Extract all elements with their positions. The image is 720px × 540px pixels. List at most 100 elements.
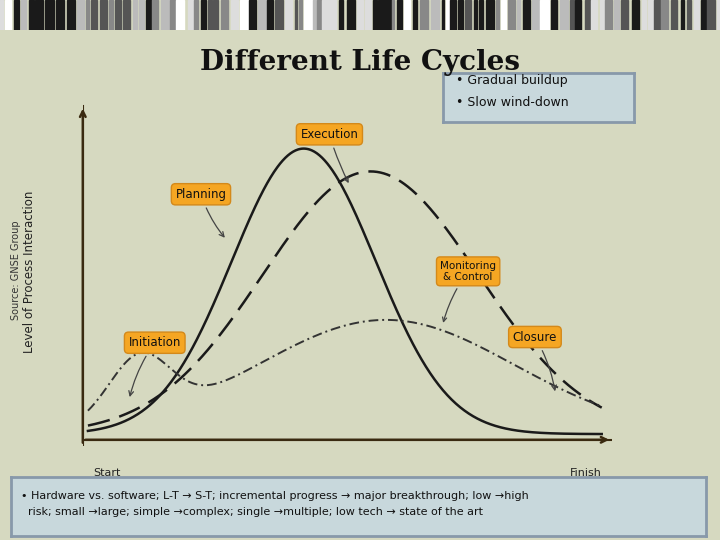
Text: Initiation: Initiation: [129, 336, 181, 396]
Bar: [458, 0, 463, 30]
Bar: [221, 0, 228, 30]
Bar: [431, 0, 439, 30]
Bar: [397, 0, 402, 30]
Text: • Gradual buildup
• Slow wind-down: • Gradual buildup • Slow wind-down: [456, 74, 569, 109]
Bar: [707, 0, 716, 30]
Bar: [91, 0, 96, 30]
Bar: [114, 0, 121, 30]
Bar: [194, 0, 198, 30]
Text: Finish: Finish: [570, 468, 601, 478]
Bar: [420, 0, 428, 30]
Bar: [649, 0, 654, 30]
Bar: [267, 0, 274, 30]
Bar: [299, 0, 302, 30]
Bar: [4, 0, 12, 30]
Bar: [523, 0, 529, 30]
Text: Level of Process Interaction: Level of Process Interaction: [23, 190, 37, 353]
Bar: [518, 0, 520, 30]
Bar: [133, 0, 137, 30]
Bar: [346, 0, 355, 30]
Bar: [560, 0, 567, 30]
Bar: [551, 0, 557, 30]
Bar: [479, 0, 483, 30]
Bar: [187, 0, 193, 30]
Bar: [508, 0, 515, 30]
Bar: [442, 0, 444, 30]
Bar: [67, 0, 75, 30]
Bar: [77, 0, 84, 30]
Text: • Hardware vs. software; L-T → S-T; incremental progress → major breakthrough; l: • Hardware vs. software; L-T → S-T; incr…: [21, 491, 529, 517]
Bar: [661, 0, 668, 30]
Bar: [631, 0, 639, 30]
Bar: [323, 0, 330, 30]
Bar: [139, 0, 143, 30]
Bar: [532, 0, 539, 30]
Bar: [339, 0, 343, 30]
Bar: [109, 0, 113, 30]
Text: Planning: Planning: [176, 188, 227, 237]
Bar: [591, 0, 598, 30]
Bar: [45, 0, 53, 30]
Bar: [474, 0, 477, 30]
Bar: [374, 0, 377, 30]
Bar: [213, 0, 218, 30]
Bar: [575, 0, 581, 30]
Bar: [570, 0, 574, 30]
Bar: [600, 0, 603, 30]
Bar: [230, 0, 238, 30]
Bar: [671, 0, 678, 30]
Bar: [285, 0, 292, 30]
Bar: [681, 0, 684, 30]
Text: Different Life Cycles: Different Life Cycles: [200, 49, 520, 76]
Bar: [387, 0, 391, 30]
Bar: [356, 0, 364, 30]
Bar: [496, 0, 500, 30]
Bar: [501, 0, 506, 30]
Bar: [695, 0, 698, 30]
Bar: [687, 0, 691, 30]
Text: TIME: TIME: [327, 481, 368, 495]
Bar: [14, 0, 19, 30]
Bar: [378, 0, 386, 30]
Bar: [0, 0, 3, 30]
Bar: [275, 0, 282, 30]
Bar: [294, 0, 297, 30]
Bar: [701, 0, 706, 30]
Bar: [161, 0, 169, 30]
Bar: [171, 0, 174, 30]
Bar: [304, 0, 312, 30]
Bar: [123, 0, 130, 30]
Text: Closure: Closure: [513, 330, 557, 390]
Bar: [56, 0, 64, 30]
Text: Start: Start: [94, 468, 121, 478]
Bar: [201, 0, 206, 30]
Bar: [21, 0, 26, 30]
Text: Execution: Execution: [300, 128, 359, 182]
Bar: [146, 0, 150, 30]
Bar: [35, 0, 43, 30]
Bar: [248, 0, 256, 30]
Bar: [208, 0, 212, 30]
Bar: [258, 0, 266, 30]
Bar: [152, 0, 158, 30]
Bar: [404, 0, 410, 30]
Bar: [86, 0, 89, 30]
Bar: [621, 0, 629, 30]
Bar: [450, 0, 456, 30]
Bar: [605, 0, 612, 30]
Bar: [29, 0, 34, 30]
Bar: [365, 0, 371, 30]
Bar: [99, 0, 107, 30]
Bar: [176, 0, 184, 30]
Text: Source: GNSE Group: Source: GNSE Group: [11, 220, 21, 320]
Bar: [614, 0, 619, 30]
Bar: [642, 0, 646, 30]
Bar: [585, 0, 590, 30]
Bar: [318, 0, 321, 30]
Bar: [465, 0, 471, 30]
Bar: [540, 0, 549, 30]
Bar: [446, 0, 449, 30]
Bar: [240, 0, 248, 30]
Text: Monitoring
& Control: Monitoring & Control: [440, 261, 496, 321]
Bar: [330, 0, 336, 30]
